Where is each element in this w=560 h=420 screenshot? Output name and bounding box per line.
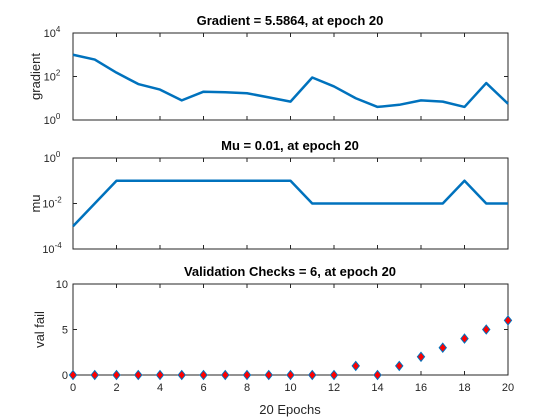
validation-xtick-label: 20 [502, 382, 514, 394]
validation-diamond-marker [134, 369, 143, 381]
validation-diamond-marker [112, 369, 121, 381]
validation-xtick-label: 2 [113, 382, 119, 394]
validation-diamond-marker [155, 369, 165, 381]
validation-diamond-marker [199, 369, 208, 381]
mu-title: Mu = 0.01, at epoch 20 [221, 138, 359, 153]
validation-diamond-marker [286, 369, 295, 381]
validation-xtick-label: 12 [328, 382, 340, 394]
validation-diamond-marker [90, 369, 99, 381]
validation-ytick-label: 5 [62, 325, 68, 337]
mu-series-line [72, 179, 508, 228]
validation-diamond-marker [242, 369, 252, 381]
validation-diamond-marker [503, 315, 513, 326]
validation-markers [68, 315, 513, 381]
validation-xtick-label: 14 [371, 382, 383, 394]
mu-panel: Mu = 0.01, at epoch 20 mu 10-4 10-2 100 [28, 138, 509, 256]
validation-diamond-marker [329, 369, 339, 381]
validation-xtick-labels: 0 2 4 6 8 10 12 14 16 18 20 [70, 382, 514, 394]
validation-ytick-label: 10 [56, 279, 68, 291]
gradient-ytick-label: 100 [44, 112, 61, 127]
mu-ylabel: mu [28, 194, 43, 212]
validation-xtick-label: 18 [458, 382, 470, 394]
validation-diamond-marker [416, 351, 426, 363]
validation-xtick-label: 8 [244, 382, 250, 394]
validation-diamond-marker [177, 369, 186, 381]
gradient-axes-box [72, 32, 509, 121]
validation-xlabel: 20 Epochs [259, 402, 321, 417]
validation-diamond-marker [482, 324, 491, 335]
gradient-title: Gradient = 5.5864, at epoch 20 [197, 13, 384, 28]
validation-diamond-marker [351, 360, 360, 372]
gradient-ytick-label: 104 [44, 25, 61, 40]
mu-ticks [72, 157, 509, 250]
validation-ytick-labels: 0 5 10 [56, 279, 68, 382]
gradient-series-line [72, 53, 509, 109]
validation-diamond-marker [308, 369, 317, 381]
validation-axes-box [72, 283, 509, 376]
gradient-ticks [72, 32, 509, 121]
validation-xtick-label: 0 [70, 382, 76, 394]
validation-xtick-label: 10 [284, 382, 296, 394]
validation-xtick-label: 6 [200, 382, 206, 394]
validation-diamond-marker [460, 333, 469, 344]
mu-ytick-label: 10-4 [42, 241, 62, 256]
gradient-ylabel: gradient [28, 53, 43, 100]
mu-ytick-label: 100 [44, 150, 61, 165]
gradient-panel: Gradient = 5.5864, at epoch 20 gradient … [28, 13, 509, 127]
validation-diamond-marker [373, 369, 382, 381]
validation-xtick-label: 4 [157, 382, 163, 394]
validation-diamond-marker [438, 342, 447, 354]
validation-diamond-marker [221, 369, 230, 381]
validation-diamond-marker [68, 369, 78, 381]
validation-diamond-marker [395, 360, 404, 372]
validation-panel: Validation Checks = 6, at epoch 20 val f… [32, 264, 514, 417]
validation-ytick-label: 0 [62, 370, 68, 382]
gradient-ytick-label: 102 [44, 69, 61, 84]
validation-xtick-label: 16 [415, 382, 427, 394]
mu-ytick-label: 10-2 [42, 196, 62, 211]
validation-diamond-marker [264, 369, 273, 381]
validation-title: Validation Checks = 6, at epoch 20 [184, 264, 396, 279]
validation-ylabel: val fail [32, 311, 47, 348]
